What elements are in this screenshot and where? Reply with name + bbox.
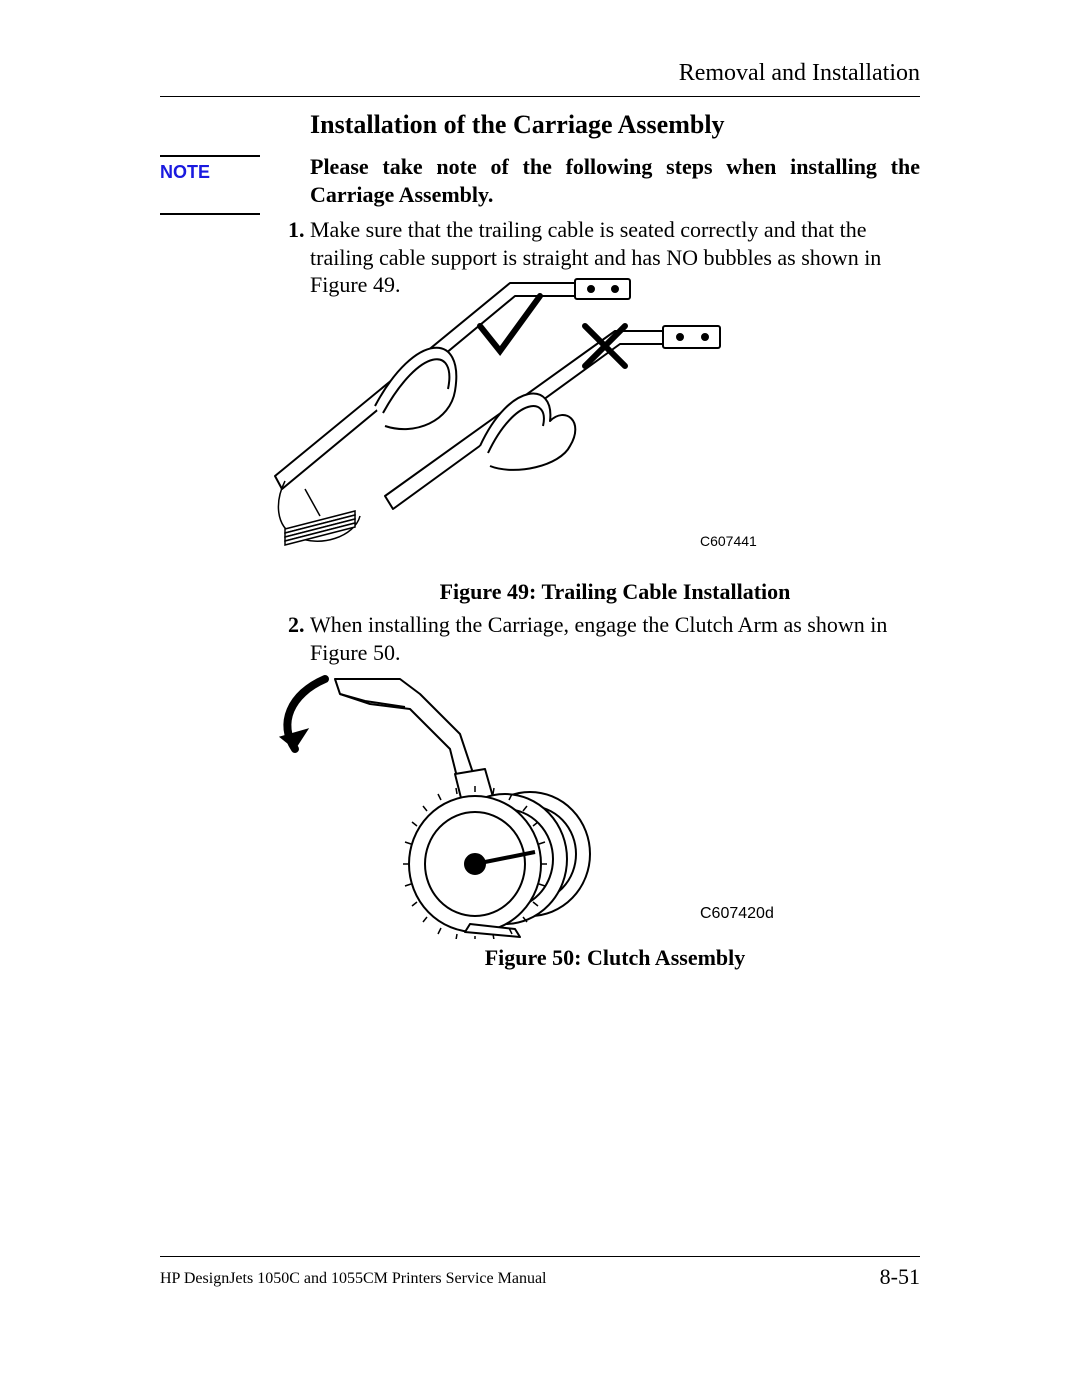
figure-50-id: C607420d bbox=[700, 905, 774, 923]
figure-49-id: C607441 bbox=[700, 533, 757, 549]
rotate-arrow-icon bbox=[280, 679, 325, 749]
cross-icon bbox=[585, 326, 625, 366]
footer-page-number: 8-51 bbox=[880, 1264, 920, 1290]
figure-49-diagram bbox=[265, 271, 775, 557]
step-list-2: When installing the Carriage, engage the… bbox=[280, 611, 920, 666]
footer-manual-title: HP DesignJets 1050C and 1055CM Printers … bbox=[160, 1270, 546, 1288]
figure-49-caption: Figure 49: Trailing Cable Installation bbox=[310, 579, 920, 605]
header-section-title: Removal and Installation bbox=[679, 60, 920, 87]
section-title: Installation of the Carriage Assembly bbox=[310, 110, 725, 140]
bottom-horizontal-rule bbox=[160, 1256, 920, 1257]
note-body: Please take note of the following steps … bbox=[310, 153, 920, 208]
page: Removal and Installation Installation of… bbox=[0, 0, 1080, 1397]
figure-50-caption: Figure 50: Clutch Assembly bbox=[310, 945, 920, 971]
top-horizontal-rule bbox=[160, 96, 920, 97]
figure-50-diagram bbox=[270, 669, 620, 939]
step-2: When installing the Carriage, engage the… bbox=[310, 611, 920, 666]
note-label: NOTE bbox=[160, 155, 260, 215]
